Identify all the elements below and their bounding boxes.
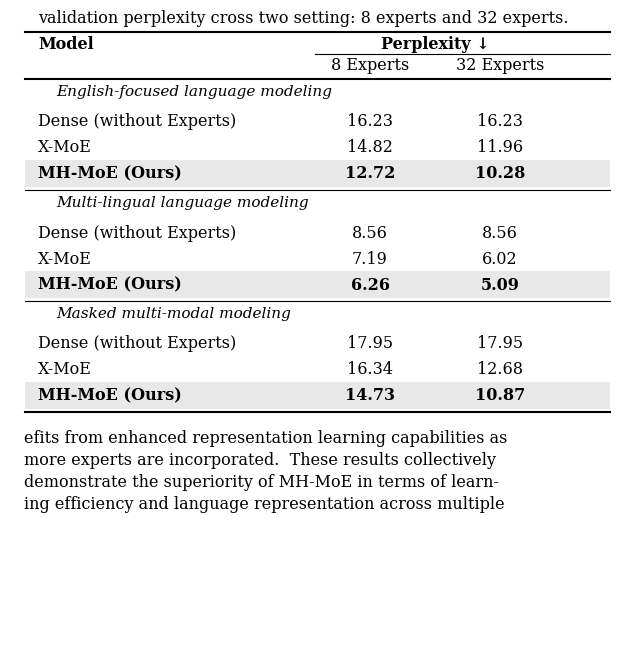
Text: 16.23: 16.23 (477, 114, 523, 131)
Text: English-focused language modeling: English-focused language modeling (56, 85, 332, 99)
Text: Dense (without Experts): Dense (without Experts) (38, 224, 236, 242)
Text: Dense (without Experts): Dense (without Experts) (38, 335, 236, 352)
Text: 8.56: 8.56 (482, 224, 518, 242)
Text: demonstrate the superiority of MH-MoE in terms of learn-: demonstrate the superiority of MH-MoE in… (24, 474, 499, 491)
Text: X-MoE: X-MoE (38, 361, 92, 378)
Text: 32 Experts: 32 Experts (456, 57, 544, 74)
Text: MH-MoE (Ours): MH-MoE (Ours) (38, 387, 182, 404)
Text: 17.95: 17.95 (347, 335, 393, 352)
Text: X-MoE: X-MoE (38, 140, 92, 157)
Text: Perplexity ↓: Perplexity ↓ (381, 36, 490, 53)
Text: validation perplexity cross two setting: 8 experts and 32 experts.: validation perplexity cross two setting:… (38, 10, 568, 27)
Bar (25, 382, 610, 409)
Text: 11.96: 11.96 (477, 140, 523, 157)
Text: Dense (without Experts): Dense (without Experts) (38, 114, 236, 131)
Text: more experts are incorporated.  These results collectively: more experts are incorporated. These res… (24, 452, 496, 469)
Text: MH-MoE (Ours): MH-MoE (Ours) (38, 276, 182, 294)
Text: 16.34: 16.34 (347, 361, 393, 378)
Text: 8 Experts: 8 Experts (331, 57, 409, 74)
Text: efits from enhanced representation learning capabilities as: efits from enhanced representation learn… (24, 430, 508, 447)
Text: 6.02: 6.02 (482, 250, 518, 268)
Text: 10.28: 10.28 (475, 166, 525, 183)
Text: 12.68: 12.68 (477, 361, 523, 378)
Text: 12.72: 12.72 (345, 166, 395, 183)
Text: MH-MoE (Ours): MH-MoE (Ours) (38, 166, 182, 183)
Text: 8.56: 8.56 (352, 224, 388, 242)
Text: 5.09: 5.09 (481, 276, 520, 294)
Text: Masked multi-modal modeling: Masked multi-modal modeling (56, 307, 291, 321)
Bar (25, 271, 610, 298)
Text: Multi-lingual language modeling: Multi-lingual language modeling (56, 196, 308, 210)
Text: Model: Model (38, 36, 93, 53)
Text: ing efficiency and language representation across multiple: ing efficiency and language representati… (24, 496, 504, 513)
Bar (25, 160, 610, 187)
Text: X-MoE: X-MoE (38, 250, 92, 268)
Text: 14.73: 14.73 (345, 387, 395, 404)
Text: 17.95: 17.95 (477, 335, 523, 352)
Text: 14.82: 14.82 (347, 140, 393, 157)
Text: 6.26: 6.26 (351, 276, 390, 294)
Text: 16.23: 16.23 (347, 114, 393, 131)
Text: 10.87: 10.87 (475, 387, 525, 404)
Text: 7.19: 7.19 (352, 250, 388, 268)
